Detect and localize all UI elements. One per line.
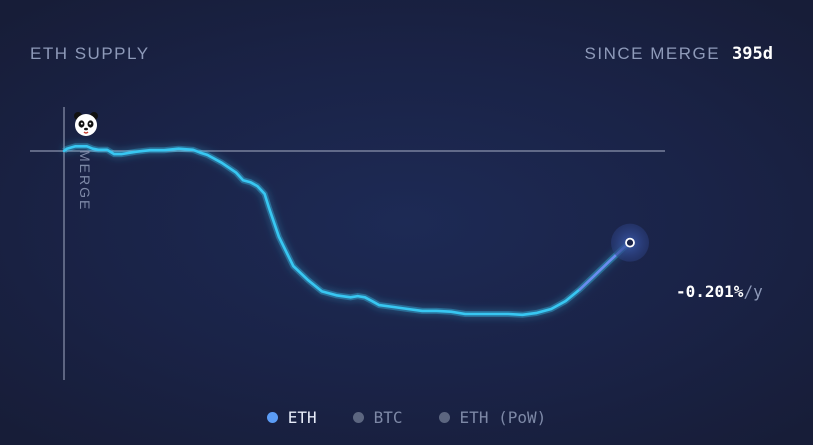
legend-label-eth-pow: ETH (PoW) xyxy=(459,408,547,427)
legend-item-btc[interactable]: BTC xyxy=(352,408,403,427)
eth-supply-line-glow xyxy=(62,143,632,318)
end-point-icon[interactable] xyxy=(625,237,635,248)
merge-label: MERGE xyxy=(77,150,93,212)
legend-item-eth[interactable]: ETH xyxy=(266,408,317,427)
legend-dot-btc xyxy=(352,412,364,423)
chart-title: ETH SUPPLY xyxy=(30,44,150,63)
chart-legend: ETH BTC ETH (PoW) xyxy=(0,408,813,427)
eth-supply-line xyxy=(62,145,582,317)
legend-label-eth: ETH xyxy=(287,408,317,427)
since-merge-value: 395d xyxy=(732,44,773,64)
since-merge-label: SINCE MERGE xyxy=(584,44,721,63)
legend-item-eth-pow[interactable]: ETH (PoW) xyxy=(438,408,547,427)
legend-label-btc: BTC xyxy=(373,408,403,427)
legend-dot-eth xyxy=(266,412,278,423)
panda-icon xyxy=(73,111,99,137)
end-value-readout: -0.201%/y xyxy=(676,282,763,301)
end-value-number: -0.201% xyxy=(676,282,744,301)
since-merge-display: SINCE MERGE 395d xyxy=(585,44,773,64)
legend-dot-eth-pow xyxy=(438,412,450,423)
end-value-unit: /y xyxy=(743,282,763,301)
